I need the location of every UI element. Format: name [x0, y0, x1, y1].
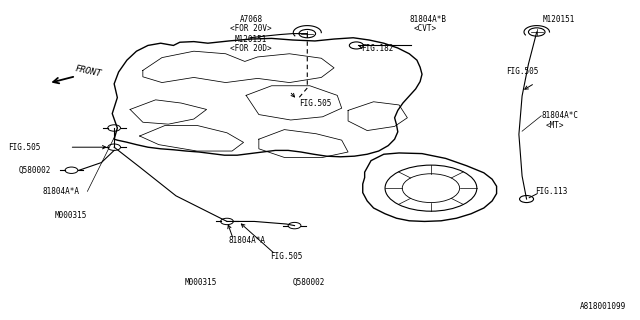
Text: 81804A*A: 81804A*A	[229, 236, 266, 245]
Text: <CVT>: <CVT>	[413, 24, 437, 33]
Text: FIG.505: FIG.505	[299, 99, 332, 108]
Text: FIG.505: FIG.505	[506, 67, 538, 76]
Text: 81804A*B: 81804A*B	[409, 15, 446, 24]
Text: 81804A*C: 81804A*C	[541, 111, 578, 120]
Text: M000315: M000315	[184, 278, 217, 287]
Text: FIG.505: FIG.505	[270, 252, 303, 261]
Text: <MT>: <MT>	[546, 121, 564, 130]
Text: FIG.505: FIG.505	[8, 143, 41, 152]
Text: M000315: M000315	[55, 212, 87, 220]
Text: A818001099: A818001099	[580, 302, 626, 311]
Text: 81804A*A: 81804A*A	[42, 187, 79, 196]
Text: M120151: M120151	[543, 15, 575, 24]
Text: <FOR 20D>: <FOR 20D>	[230, 44, 272, 53]
Text: FIG.113: FIG.113	[535, 188, 567, 196]
Text: <FOR 20V>: <FOR 20V>	[230, 24, 272, 33]
Text: Q580002: Q580002	[19, 166, 51, 175]
Text: FIG.182: FIG.182	[361, 44, 393, 53]
Text: Q580002: Q580002	[292, 278, 325, 287]
Text: FRONT: FRONT	[74, 64, 102, 78]
Text: M120151: M120151	[235, 35, 268, 44]
Text: A7068: A7068	[239, 15, 263, 24]
